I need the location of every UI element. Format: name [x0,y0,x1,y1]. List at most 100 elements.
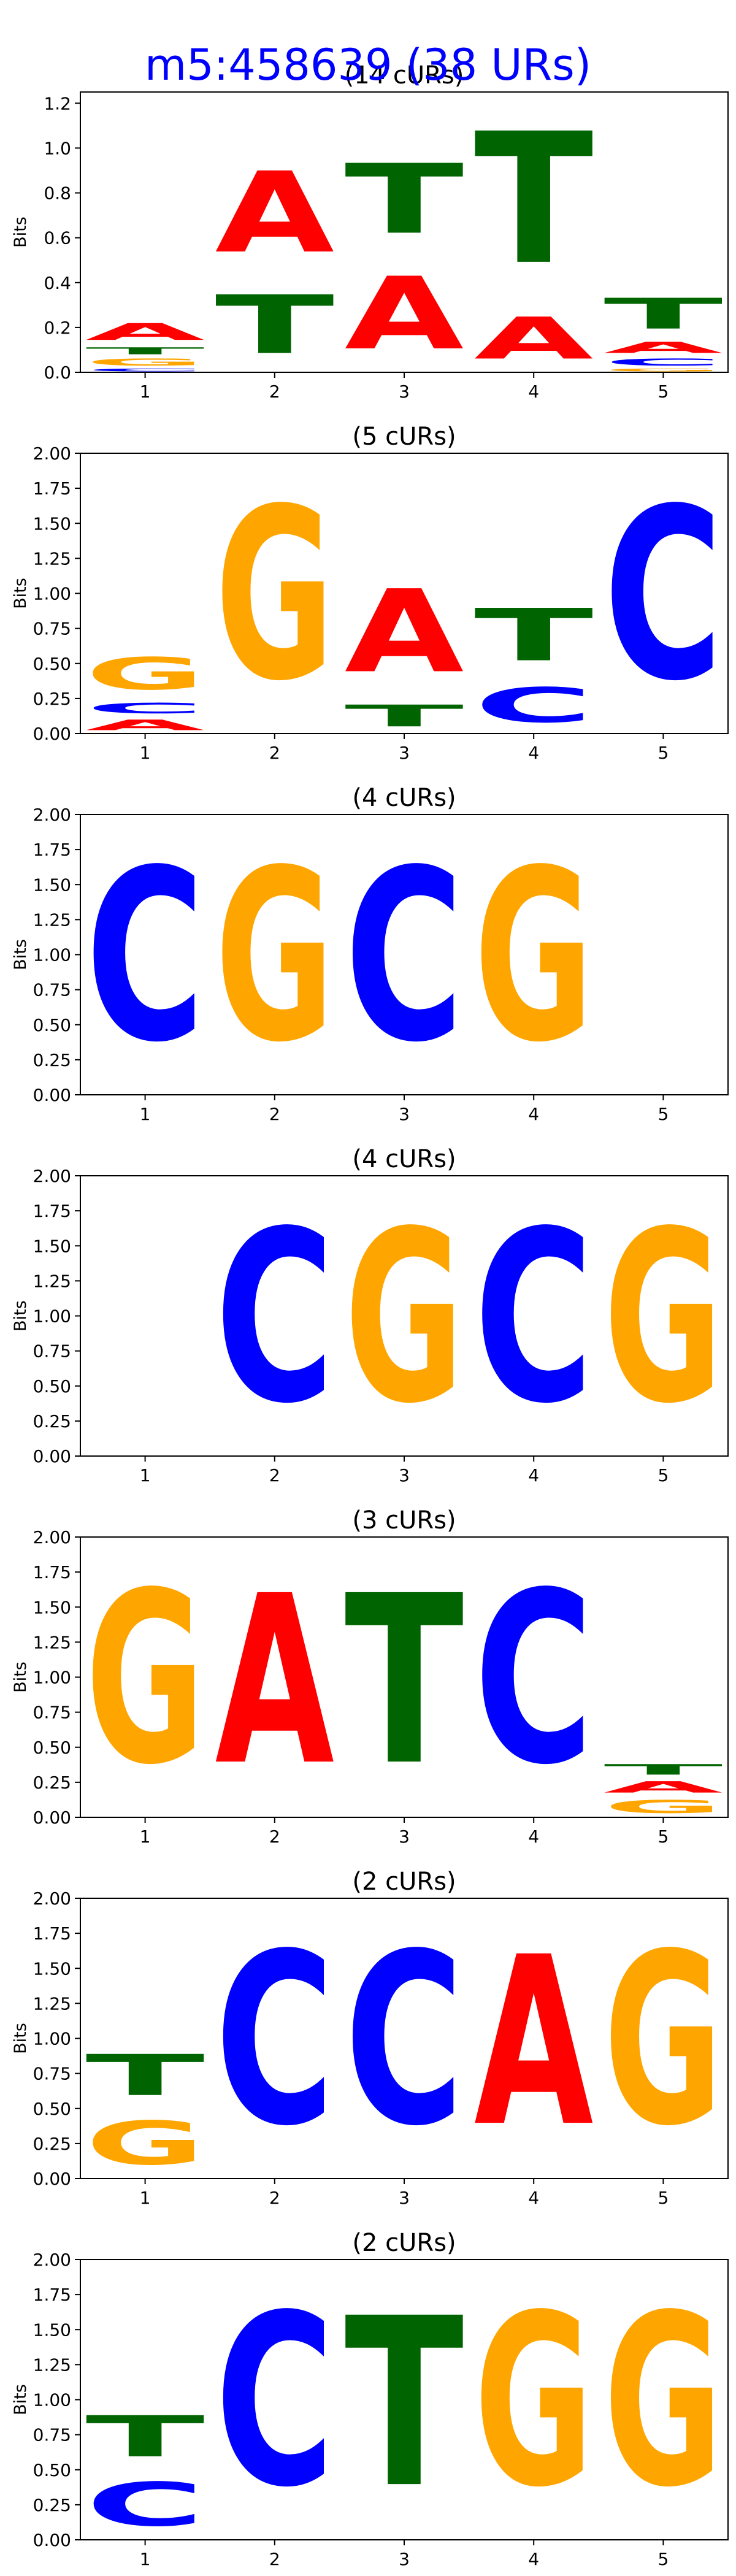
y-tick-label: 0.50 [33,654,71,674]
y-axis-label: Bits [11,2384,30,2415]
y-axis-label: Bits [11,217,30,248]
y-tick-label: 1.0 [44,138,71,158]
logo-panel-3: (4 cURs) C G C G 0.00 0.25 0.50 0.75 1.00 1.25 1.50… [11,784,729,1124]
logo-letter-c: C [85,368,204,372]
panel-title: (2 cURs) [352,1868,456,1896]
y-tick-label: 0.75 [33,1341,71,1362]
x-tick-label: 2 [269,743,280,763]
logo-panel-4: (4 cURs) C G C G 0.00 0.25 0.50 0.75 1.00 1.25 1.50… [11,1145,729,1485]
logo-letter-c: C [85,819,204,1094]
y-tick-label: 1.00 [33,2029,71,2049]
y-axis-label: Bits [11,1300,30,1332]
x-tick-label: 3 [399,1465,410,1485]
y-tick-label: 2.00 [33,1527,71,1547]
logo-letter-a: A [604,339,723,356]
y-tick-label: 1.50 [33,1958,71,1979]
y-tick-label: 1.75 [33,478,71,499]
logo-letter-a: A [345,566,464,699]
y-tick-label: 0.75 [33,1703,71,1723]
y-tick-label: 0.00 [33,1807,71,1828]
logo-panel-5: (3 cURs)G A T C GAT0.000.250.500.751.001.251… [11,1506,729,1847]
y-tick-label: 1.2 [44,93,71,113]
y-tick-label: 0.00 [33,1085,71,1105]
x-tick-label: 5 [657,381,669,402]
logo-letter-t: T [474,594,593,677]
logo-letter-a: A [474,1907,594,2178]
y-tick-label: 1.00 [33,2390,71,2410]
logo-letter-c: C [215,1180,334,1455]
x-tick-label: 3 [399,743,410,763]
logo-letter-g: G [604,368,723,372]
logo-letter-c: C [215,2264,334,2539]
logo-letter-g: G [85,356,204,367]
x-tick-label: 4 [528,1827,539,1847]
logo-panel-6: (2 cURs)GT C C A G0.000.250.500.751.001.251.… [11,1868,729,2208]
x-tick-label: 4 [528,2549,539,2569]
y-tick-label: 1.75 [33,1201,71,1221]
y-tick-label: 1.50 [33,1236,71,1256]
logo-letter-t: T [604,1761,723,1778]
y-axis-label: Bits [11,939,30,970]
logo-letter-g: G [604,2265,723,2539]
logo-letter-c: C [85,2471,204,2540]
logo-letter-g: G [85,1543,204,1817]
y-tick-label: 0.50 [33,2460,71,2480]
logo-letter-a: A [474,305,593,372]
y-axis-label: Bits [11,578,30,609]
x-tick-label: 3 [399,1104,410,1124]
y-tick-label: 0.25 [33,2134,71,2154]
x-tick-label: 2 [269,1104,280,1124]
x-tick-label: 5 [657,743,669,763]
panel-title: (14 cURs) [345,61,464,90]
y-tick-label: 1.00 [33,584,71,604]
y-tick-label: 0.25 [33,2495,71,2515]
x-tick-label: 1 [140,381,151,402]
logo-letter-g: G [474,2265,593,2539]
y-tick-label: 1.25 [33,548,71,569]
x-tick-label: 2 [269,2549,280,2569]
x-tick-label: 2 [269,1827,280,1847]
x-tick-label: 3 [399,1827,410,1847]
x-tick-label: 2 [269,381,280,402]
y-tick-label: 1.50 [33,1597,71,1617]
y-tick-label: 0.25 [33,1411,71,1432]
logo-letter-g: G [604,1796,723,1817]
y-tick-label: 2.00 [33,443,71,464]
y-tick-label: 1.50 [33,513,71,534]
y-tick-label: 1.00 [33,945,71,965]
y-tick-label: 0.2 [44,318,71,338]
logo-letter-t: T [215,278,334,372]
logo-letter-a: A [604,1778,723,1796]
y-tick-label: 0.8 [44,183,71,204]
logo-letter-g: G [604,1904,723,2178]
logo-letter-t: T [345,2269,465,2540]
logo-letter-t: T [85,345,204,356]
logo-panel-7: (2 cURs)CT C T G G0.000.250.500.751.001.251.… [11,2229,729,2569]
logo-letter-t: T [345,144,464,256]
y-tick-label: 0.0 [44,362,71,383]
y-tick-label: 1.00 [33,1306,71,1327]
x-tick-label: 3 [399,2549,410,2569]
y-tick-label: 0.75 [33,619,71,639]
logo-letter-c: C [474,678,593,734]
y-tick-label: 0.00 [33,1446,71,1466]
panel-title: (2 cURs) [352,2229,456,2257]
y-tick-label: 0.25 [33,1773,71,1793]
logo-letter-g: G [85,2109,204,2179]
y-tick-label: 1.75 [33,1562,71,1582]
logo-letter-a: A [215,148,334,278]
logo-letter-c: C [604,357,723,368]
logo-letter-a: A [345,256,464,372]
logo-letter-a: A [85,318,204,345]
logo-letter-c: C [345,1903,464,2178]
y-tick-label: 2.00 [33,1888,71,1909]
y-tick-label: 1.25 [33,910,71,930]
y-tick-label: 0.50 [33,2099,71,2119]
x-tick-label: 4 [528,1465,539,1485]
logo-letter-a: A [215,1546,335,1817]
x-tick-label: 4 [528,2188,539,2208]
